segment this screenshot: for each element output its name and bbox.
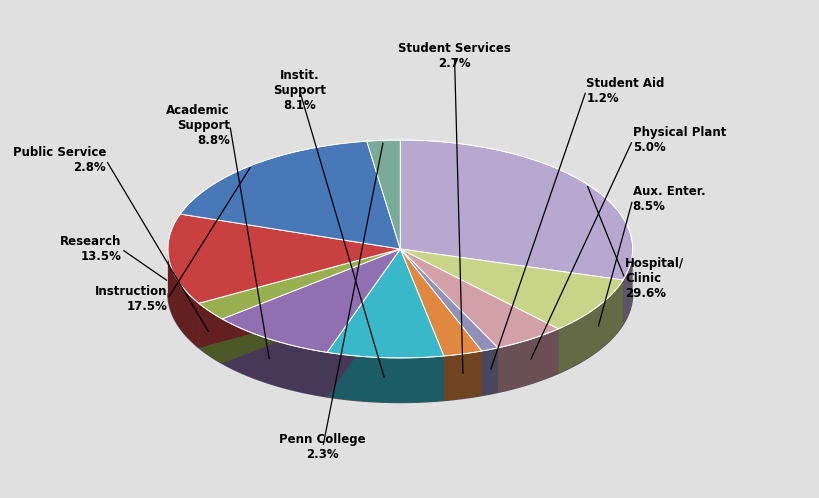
Polygon shape <box>400 249 481 400</box>
Text: Student Aid
1.2%: Student Aid 1.2% <box>586 77 663 105</box>
Polygon shape <box>198 249 400 319</box>
Polygon shape <box>400 249 558 374</box>
Polygon shape <box>400 249 622 325</box>
Polygon shape <box>400 140 632 280</box>
Polygon shape <box>198 249 400 364</box>
Polygon shape <box>400 249 497 351</box>
Text: Student Services
2.7%: Student Services 2.7% <box>397 42 510 70</box>
Text: Public Service
2.8%: Public Service 2.8% <box>12 146 106 174</box>
Polygon shape <box>180 141 400 249</box>
Polygon shape <box>400 249 443 400</box>
Text: Penn College
2.3%: Penn College 2.3% <box>279 433 365 461</box>
Polygon shape <box>222 249 400 397</box>
Polygon shape <box>400 249 632 325</box>
Text: Research
13.5%: Research 13.5% <box>60 235 121 263</box>
Text: Instit.
Support
8.1%: Instit. Support 8.1% <box>273 69 326 112</box>
Polygon shape <box>168 293 632 402</box>
Text: Academic
Support
8.8%: Academic Support 8.8% <box>166 104 229 147</box>
Polygon shape <box>222 249 400 353</box>
Polygon shape <box>400 249 481 395</box>
Text: Aux. Enter.
8.5%: Aux. Enter. 8.5% <box>632 185 704 214</box>
Polygon shape <box>198 249 400 348</box>
Text: Instruction
17.5%: Instruction 17.5% <box>95 284 168 313</box>
Polygon shape <box>400 249 558 392</box>
Polygon shape <box>400 249 497 392</box>
Polygon shape <box>400 249 622 329</box>
Text: Physical Plant
5.0%: Physical Plant 5.0% <box>632 126 725 154</box>
Polygon shape <box>222 249 400 364</box>
Polygon shape <box>400 249 443 400</box>
Polygon shape <box>400 249 481 356</box>
Polygon shape <box>327 249 443 358</box>
Polygon shape <box>400 249 497 392</box>
Polygon shape <box>400 249 558 348</box>
Polygon shape <box>400 249 497 395</box>
Polygon shape <box>400 249 622 374</box>
Text: Hospital/
Clinic
29.6%: Hospital/ Clinic 29.6% <box>624 257 683 300</box>
Polygon shape <box>168 214 400 303</box>
Polygon shape <box>168 249 198 348</box>
Polygon shape <box>198 249 400 348</box>
Polygon shape <box>366 140 400 249</box>
Polygon shape <box>222 249 400 364</box>
Polygon shape <box>400 249 481 395</box>
Polygon shape <box>327 249 400 397</box>
Polygon shape <box>400 249 622 325</box>
Polygon shape <box>400 249 558 374</box>
Polygon shape <box>327 249 443 402</box>
Polygon shape <box>327 249 400 397</box>
